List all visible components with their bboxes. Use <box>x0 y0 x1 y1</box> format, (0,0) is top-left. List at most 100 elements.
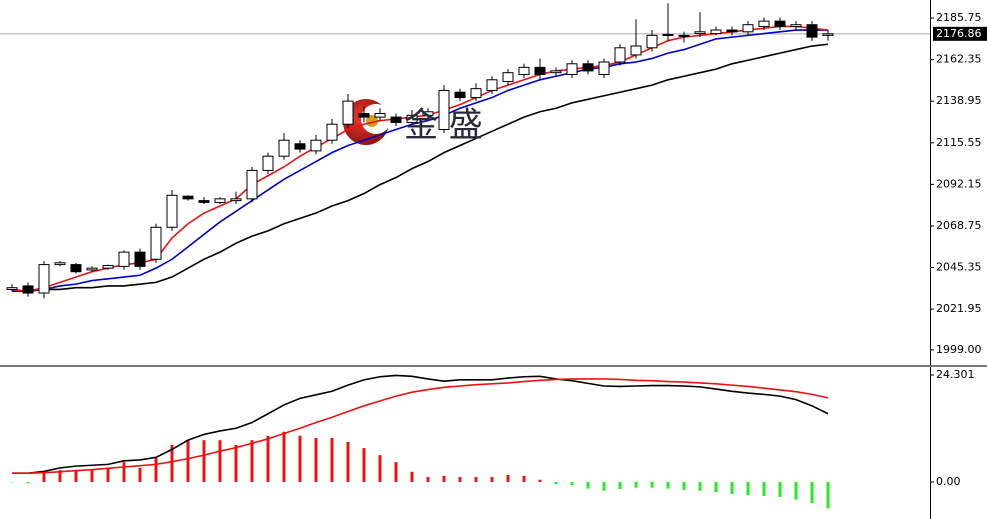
y-tick-label: 2068.75 <box>936 219 982 232</box>
indicator-line <box>12 29 828 293</box>
candle-body <box>246 169 258 200</box>
candle-body <box>374 113 386 118</box>
histogram-bar <box>538 479 542 482</box>
y-tick-label: 24.301 <box>936 368 975 381</box>
histogram-bar <box>122 462 126 482</box>
histogram-bar <box>314 437 318 482</box>
candle-body <box>694 31 706 35</box>
candle-body <box>502 72 514 83</box>
candle-body <box>342 100 354 125</box>
histogram-bar <box>522 475 526 482</box>
histogram-bar <box>218 440 222 482</box>
histogram-bar <box>90 470 94 482</box>
histogram-bar <box>762 481 766 497</box>
histogram-bar <box>106 467 110 482</box>
histogram-bar <box>570 481 574 486</box>
histogram-bar <box>474 477 478 482</box>
histogram-bar <box>810 481 814 504</box>
candle-body <box>758 20 770 27</box>
y-tick-label: 1999.00 <box>936 343 982 356</box>
candle-body <box>534 66 546 75</box>
histogram-bar <box>250 440 254 482</box>
indicator-line <box>12 374 829 474</box>
indicator-line <box>11 25 829 293</box>
candle-body <box>86 267 98 271</box>
candle-body <box>822 33 834 36</box>
y-tick-label: 2115.55 <box>936 136 982 149</box>
candle-body <box>230 198 242 202</box>
candle-body <box>310 139 322 152</box>
candle-body <box>278 139 290 157</box>
histogram-bar <box>202 440 206 482</box>
histogram-bar <box>778 481 782 497</box>
candle-body <box>6 287 18 290</box>
histogram-bar <box>346 441 350 482</box>
y-tick-label: 2021.95 <box>936 302 982 315</box>
current-price-box <box>933 26 987 41</box>
candle-body <box>774 20 786 27</box>
histogram-bar <box>186 440 190 482</box>
y-tick-label: 0.00 <box>936 475 961 488</box>
logo <box>343 99 391 145</box>
histogram-bar <box>410 471 414 482</box>
candle-body <box>102 264 114 269</box>
candle-body <box>118 251 130 267</box>
watermark: 金 盛 <box>404 106 483 146</box>
histogram-bar <box>362 448 366 482</box>
histogram-bar <box>714 481 718 493</box>
candle-body <box>326 123 338 141</box>
histogram-bar <box>74 470 78 482</box>
histogram-bar <box>602 481 606 491</box>
candle-body <box>742 24 754 33</box>
candle-body <box>678 34 690 37</box>
histogram-bar <box>682 481 686 490</box>
histogram-bar <box>330 437 334 482</box>
histogram-bar <box>554 481 558 485</box>
candle-body <box>662 33 674 36</box>
candle-body <box>406 114 418 123</box>
histogram-bar <box>698 481 702 491</box>
y-tick-label: 2045.35 <box>936 261 982 274</box>
candle-body <box>150 226 162 260</box>
histogram-bar <box>586 481 590 489</box>
y-tick-label: 2092.15 <box>936 177 982 190</box>
histogram-bar <box>234 444 238 482</box>
candle-body <box>646 34 658 49</box>
indicator-line <box>12 43 829 293</box>
histogram-bar <box>794 481 798 500</box>
candle-body <box>582 63 594 72</box>
candle-body <box>294 143 306 150</box>
histogram-bar <box>42 471 46 482</box>
candle-body <box>598 61 610 75</box>
candle-body <box>182 195 194 200</box>
candle-body <box>726 29 738 33</box>
histogram-bar <box>618 481 622 490</box>
y-tick-label: 2138.95 <box>936 94 982 107</box>
histogram-bar <box>378 455 382 482</box>
histogram-bar <box>394 462 398 482</box>
histogram-bar <box>442 475 446 482</box>
candle-body <box>38 264 50 294</box>
candle-body <box>70 264 82 273</box>
candle-body <box>54 262 66 266</box>
current-price-label: 2176.86 <box>936 27 982 40</box>
candle-body <box>22 285 34 294</box>
histogram-bar <box>58 470 62 482</box>
histogram-bar <box>634 481 638 488</box>
candle-body <box>486 79 498 91</box>
histogram-bar <box>426 477 430 482</box>
candle-body <box>358 113 370 118</box>
histogram-bar <box>458 477 462 482</box>
candle-body <box>214 198 226 203</box>
candle-body <box>710 29 722 35</box>
candle-body <box>198 200 210 203</box>
histogram-bar <box>26 481 30 484</box>
candle-body <box>566 63 578 75</box>
candle-body <box>470 88 482 99</box>
candle-body <box>614 47 626 63</box>
histogram-bar <box>266 435 270 482</box>
candle-body <box>390 116 402 123</box>
histogram-bar <box>298 435 302 482</box>
